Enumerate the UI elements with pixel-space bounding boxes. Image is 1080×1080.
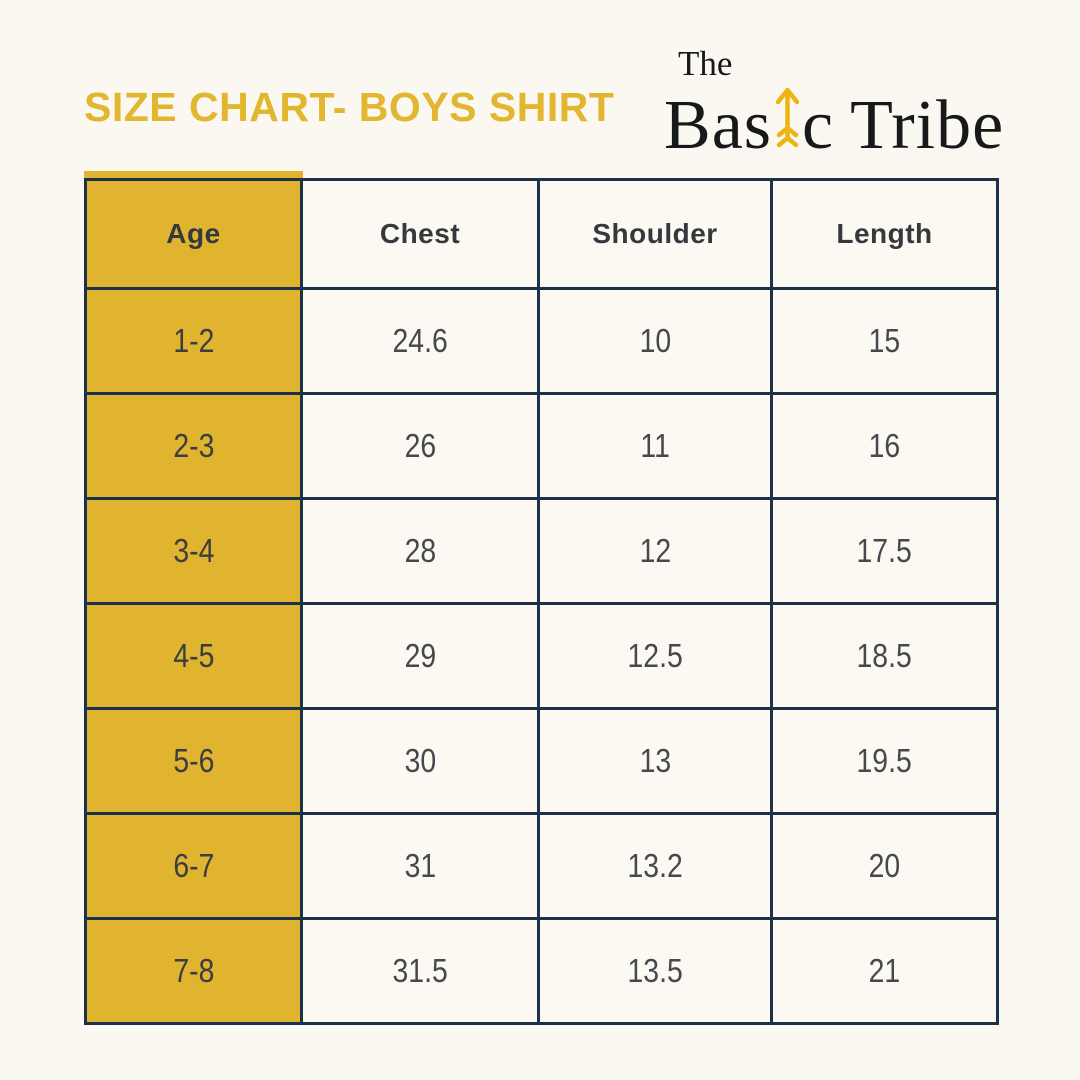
length-value: 19.5 [856, 742, 913, 779]
shoulder-cell: 10 [537, 287, 773, 395]
length-value: 20 [868, 847, 901, 884]
table-row: 6-7 31 13.2 20 [84, 812, 999, 920]
chest-cell: 24.6 [300, 287, 540, 395]
length-cell: 18.5 [770, 602, 999, 710]
table-row: 7-8 31.5 13.5 21 [84, 917, 999, 1025]
shoulder-value: 12.5 [627, 637, 683, 674]
table-row: 1-2 24.6 10 15 [84, 287, 999, 395]
logo-basic-suffix: c [802, 87, 835, 164]
chest-value: 30 [404, 742, 436, 779]
page-title: SIZE CHART- BOYS SHIRT [84, 84, 615, 130]
column-header-shoulder: Shoulder [537, 178, 773, 290]
age-value: 4-5 [172, 637, 215, 674]
shoulder-value: 13.2 [627, 847, 683, 884]
age-value: 1-2 [172, 322, 215, 359]
chest-value: 29 [404, 637, 436, 674]
shoulder-cell: 13.2 [537, 812, 773, 920]
chest-value: 31.5 [392, 952, 448, 989]
chest-value: 31 [404, 847, 436, 884]
table-row: 4-5 29 12.5 18.5 [84, 602, 999, 710]
chest-cell: 28 [300, 497, 540, 605]
shoulder-cell: 13 [537, 707, 773, 815]
table-row: 3-4 28 12 17.5 [84, 497, 999, 605]
length-cell: 15 [770, 287, 999, 395]
age-cell: 1-2 [84, 287, 303, 395]
size-chart-table: Age Chest Shoulder Length 1-2 24.6 10 15… [84, 178, 999, 1025]
chest-value: 24.6 [392, 322, 448, 359]
length-cell: 16 [770, 392, 999, 500]
age-cell: 3-4 [84, 497, 303, 605]
chest-cell: 31.5 [300, 917, 540, 1025]
shoulder-cell: 12.5 [537, 602, 773, 710]
shoulder-cell: 11 [537, 392, 773, 500]
chest-value: 28 [404, 532, 436, 569]
length-value: 17.5 [856, 532, 913, 569]
chest-value: 26 [404, 427, 436, 464]
shoulder-value: 13 [639, 742, 671, 779]
logo-basic-prefix: Bas [664, 87, 772, 164]
length-cell: 19.5 [770, 707, 999, 815]
age-value: 5-6 [172, 742, 215, 779]
chest-cell: 31 [300, 812, 540, 920]
age-cell: 7-8 [84, 917, 303, 1025]
age-value: 6-7 [172, 847, 215, 884]
chest-cell: 29 [300, 602, 540, 710]
chest-cell: 26 [300, 392, 540, 500]
length-value: 15 [868, 322, 901, 359]
shoulder-value: 12 [639, 532, 671, 569]
age-cell: 2-3 [84, 392, 303, 500]
age-cell: 4-5 [84, 602, 303, 710]
column-header-age: Age [84, 178, 303, 290]
age-value: 7-8 [172, 952, 215, 989]
column-header-chest: Chest [300, 178, 540, 290]
age-cell: 6-7 [84, 812, 303, 920]
length-cell: 20 [770, 812, 999, 920]
table-row: 2-3 26 11 16 [84, 392, 999, 500]
length-value: 21 [868, 952, 901, 989]
shoulder-cell: 12 [537, 497, 773, 605]
length-cell: 17.5 [770, 497, 999, 605]
logo-word-the: The [678, 44, 733, 83]
age-value: 2-3 [172, 427, 215, 464]
length-value: 16 [868, 427, 901, 464]
shoulder-value: 10 [639, 322, 671, 359]
length-cell: 21 [770, 917, 999, 1025]
column-header-length: Length [770, 178, 999, 290]
arrow-up-icon [774, 87, 801, 152]
logo-word-basic-tribe: Bas c Tribe [664, 83, 1004, 161]
shoulder-value: 11 [640, 427, 670, 464]
length-value: 18.5 [856, 637, 913, 674]
header-row: Age Chest Shoulder Length [84, 178, 999, 290]
brand-logo: The Bas c Tribe [664, 46, 1004, 161]
chest-cell: 30 [300, 707, 540, 815]
shoulder-value: 13.5 [627, 952, 683, 989]
age-cell: 5-6 [84, 707, 303, 815]
shoulder-cell: 13.5 [537, 917, 773, 1025]
age-value: 3-4 [172, 532, 215, 569]
logo-word-tribe: Tribe [850, 87, 1005, 164]
table-row: 5-6 30 13 19.5 [84, 707, 999, 815]
